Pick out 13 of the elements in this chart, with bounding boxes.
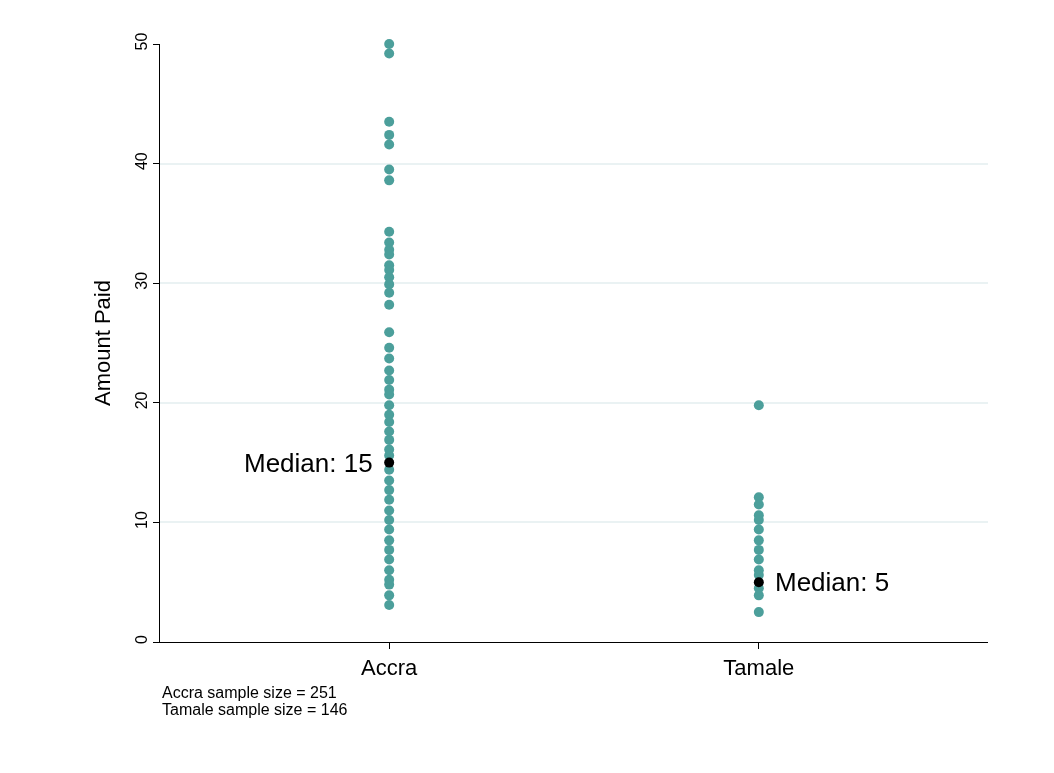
y-tick-label: 20: [132, 391, 150, 410]
y-tick-label: 50: [132, 32, 150, 51]
y-tick-label: 40: [132, 152, 150, 171]
annotation: Median: 5: [775, 567, 890, 597]
y-tick-label: 10: [132, 511, 150, 529]
text: Tamale sample size = 146: [162, 701, 348, 718]
y-tick-label: 30: [132, 271, 150, 290]
x-tick-label: Accra: [361, 655, 419, 681]
y-axis-title: Amount Paid: [90, 280, 116, 406]
y-tick-label: 0: [132, 635, 150, 645]
x-tick-label: Tamale: [723, 655, 795, 681]
text: Accra sample size = 251: [162, 684, 337, 701]
annotation: Median: 15: [244, 448, 373, 478]
